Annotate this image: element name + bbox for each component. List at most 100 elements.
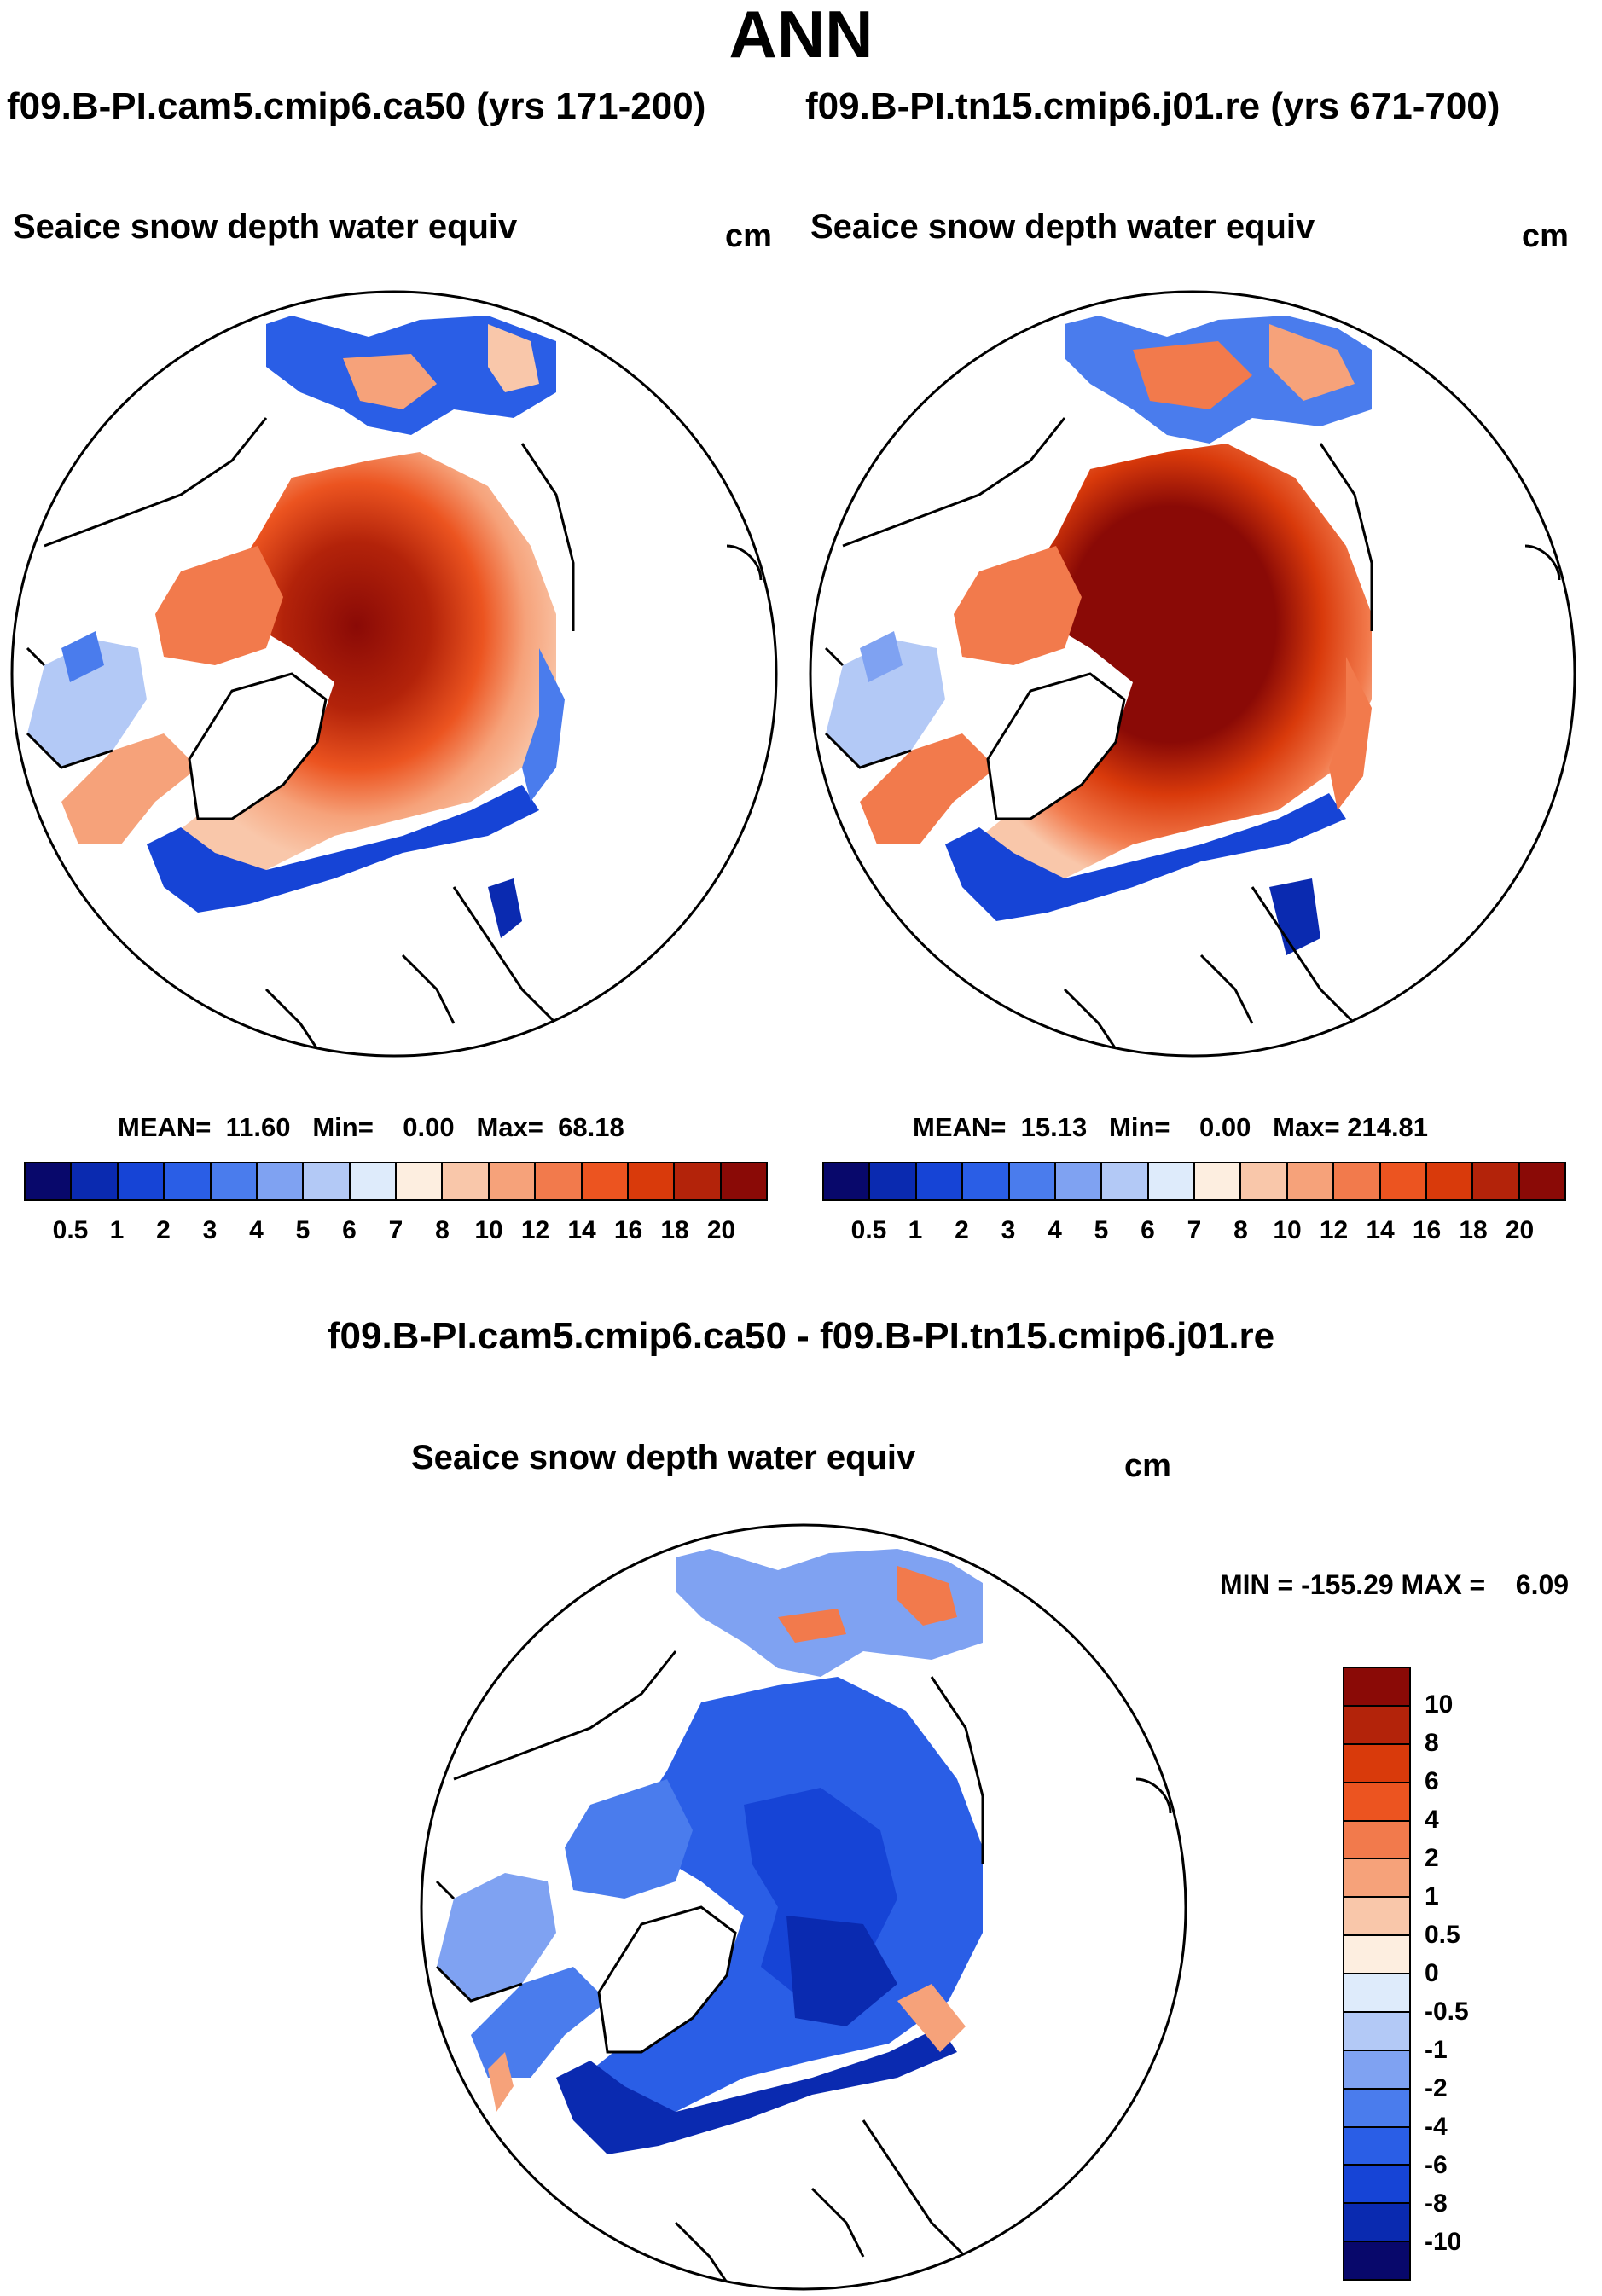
right-colorbar-swatch xyxy=(1380,1163,1427,1199)
diff-colorbar-swatch xyxy=(1344,2089,1409,2128)
right-panel-units: cm xyxy=(1522,218,1569,254)
left-colorbar-swatch xyxy=(443,1163,490,1199)
right-colorbar-tick-label: 14 xyxy=(1366,1216,1395,1244)
diff-colorbar-swatch xyxy=(1344,1668,1409,1707)
right-map-border xyxy=(809,290,1576,1058)
diff-okhotsk-warm xyxy=(897,1566,957,1626)
right-colorbar-swatch xyxy=(1241,1163,1288,1199)
left-colorbar-swatch xyxy=(72,1163,119,1199)
left-snow-bering-warm xyxy=(343,354,437,409)
diff-panel-title: Seaice snow depth water equiv xyxy=(411,1439,916,1476)
diff-colorbar xyxy=(1343,1667,1411,2281)
diff-colorbar-tick-label: -8 xyxy=(1425,2189,1448,2218)
right-colorbar-swatch xyxy=(1102,1163,1149,1199)
subtitle-left-case: f09.B-PI.cam5.cmip6.ca50 (yrs 171-200) xyxy=(7,85,706,127)
left-panel-title: Seaice snow depth water equiv xyxy=(13,208,518,246)
diff-greenland xyxy=(597,1905,737,2054)
left-min-value: 0.00 xyxy=(403,1112,455,1142)
right-snow-baffin-bay xyxy=(860,733,996,844)
left-colorbar-swatch xyxy=(211,1163,258,1199)
left-snow-baffin-bay xyxy=(61,733,198,844)
right-snow-hudson-bay xyxy=(826,640,945,768)
right-colorbar-swatch xyxy=(1009,1163,1056,1199)
right-colorbar-tick-label: 10 xyxy=(1273,1216,1302,1244)
right-colorbar-swatch xyxy=(1473,1163,1520,1199)
left-snow-archipelago xyxy=(155,546,283,665)
left-max-value: 68.18 xyxy=(558,1112,624,1142)
right-snow-archipelago xyxy=(954,546,1082,665)
left-colorbar-swatch xyxy=(118,1163,165,1199)
diff-ice-edge-atlantic xyxy=(556,2026,957,2154)
left-colorbar-swatch xyxy=(582,1163,629,1199)
diff-heading: f09.B-PI.cam5.cmip6.ca50 - f09.B-PI.tn15… xyxy=(327,1315,1275,1357)
right-snow-baltic xyxy=(1269,878,1320,955)
right-colorbar-swatch xyxy=(1055,1163,1103,1199)
diff-colorbar-ticks: 10 8 6 4 2 1 0.5 0 -0.5 -1 -2 -4 -6 -8 -10 xyxy=(1425,1667,1527,2281)
left-colorbar-swatch xyxy=(536,1163,583,1199)
diff-labrador-warm xyxy=(488,2052,514,2112)
right-greenland xyxy=(986,672,1126,820)
right-colorbar-tick-label: 8 xyxy=(1233,1216,1248,1244)
left-colorbar-swatch xyxy=(489,1163,537,1199)
diff-deep-deficit xyxy=(786,1916,897,2026)
left-colorbar-tick-label: 5 xyxy=(295,1216,311,1244)
right-mean-label: MEAN= xyxy=(913,1112,1007,1142)
right-max-value: 214.81 xyxy=(1347,1112,1429,1142)
diff-panel-units: cm xyxy=(1124,1448,1171,1484)
right-colorbar-swatch xyxy=(963,1163,1010,1199)
diff-colorbar-tick-label: 8 xyxy=(1425,1729,1439,1757)
right-colorbar-swatch xyxy=(870,1163,917,1199)
right-snow-bering-warm xyxy=(1133,341,1252,409)
right-snow-hudson-bay-edge xyxy=(860,631,903,682)
left-map-border xyxy=(10,290,778,1058)
diff-bering-warm xyxy=(778,1609,846,1643)
diff-colorbar-swatch xyxy=(1344,1936,1409,1974)
right-colorbar-tick-label: 16 xyxy=(1412,1216,1442,1244)
left-panel-units: cm xyxy=(725,218,772,254)
diff-colorbar-swatch xyxy=(1344,1706,1409,1745)
subtitle-right-case: f09.B-PI.tn15.cmip6.j01.re (yrs 671-700) xyxy=(805,85,1500,127)
left-snow-hudson-bay xyxy=(27,640,147,768)
left-mean-value: 11.60 xyxy=(225,1112,291,1142)
left-colorbar-tick-label: 0.5 xyxy=(52,1216,89,1244)
right-colorbar-tick-label: 12 xyxy=(1319,1216,1349,1244)
left-colorbar-swatch xyxy=(26,1163,73,1199)
left-greenland xyxy=(188,672,328,820)
left-mean-label: MEAN= xyxy=(118,1112,212,1142)
left-colorbar-swatch xyxy=(721,1163,766,1199)
diff-colorbar-tick-label: -1 xyxy=(1425,2036,1448,2064)
left-colorbar-tick-label: 2 xyxy=(156,1216,171,1244)
diff-min-label: MIN = xyxy=(1220,1569,1294,1600)
diff-min-value: -155.29 xyxy=(1301,1569,1394,1600)
right-colorbar-tick-label: 0.5 xyxy=(850,1216,887,1244)
diff-baffin-bay xyxy=(471,1967,607,2078)
right-colorbar-tick-label: 3 xyxy=(1001,1216,1016,1244)
diff-colorbar-swatch xyxy=(1344,1974,1409,2013)
left-colorbar-tick-label: 7 xyxy=(388,1216,403,1244)
left-colorbar-tick-label: 6 xyxy=(342,1216,357,1244)
right-colorbar-swatch xyxy=(1519,1163,1564,1199)
diff-barents-warm xyxy=(897,1984,966,2052)
left-colorbar-tick-label: 20 xyxy=(706,1216,736,1244)
diff-archipelago xyxy=(565,1779,693,1899)
right-colorbar-swatch xyxy=(1287,1163,1335,1199)
diff-colorbar-tick-label: 0.5 xyxy=(1425,1921,1460,1949)
left-colorbar-tick-label: 12 xyxy=(520,1216,550,1244)
right-colorbar-tick-label: 5 xyxy=(1094,1216,1109,1244)
right-min-value: 0.00 xyxy=(1199,1112,1251,1142)
right-colorbar-swatch xyxy=(916,1163,964,1199)
right-colorbar-swatch xyxy=(1334,1163,1381,1199)
right-snow-okhotsk xyxy=(1269,324,1355,401)
left-colorbar-swatch xyxy=(675,1163,722,1199)
diff-colorbar-swatch xyxy=(1344,1744,1409,1783)
left-colorbar-tick-label: 18 xyxy=(660,1216,689,1244)
right-colorbar-swatch xyxy=(1148,1163,1195,1199)
left-colorbar-tick-label: 10 xyxy=(474,1216,503,1244)
diff-max-label: MAX = xyxy=(1401,1569,1486,1600)
diff-colorbar-swatch xyxy=(1344,1898,1409,1937)
right-stats-line: MEAN= 15.13 Min= 0.00 Max= 214.81 xyxy=(913,1112,1428,1143)
right-colorbar-swatch xyxy=(824,1163,871,1199)
page-title: ANN xyxy=(728,0,874,72)
diff-minmax-line: MIN = -155.29 MAX = 6.09 xyxy=(1220,1569,1569,1601)
left-snow-baltic xyxy=(488,878,522,938)
